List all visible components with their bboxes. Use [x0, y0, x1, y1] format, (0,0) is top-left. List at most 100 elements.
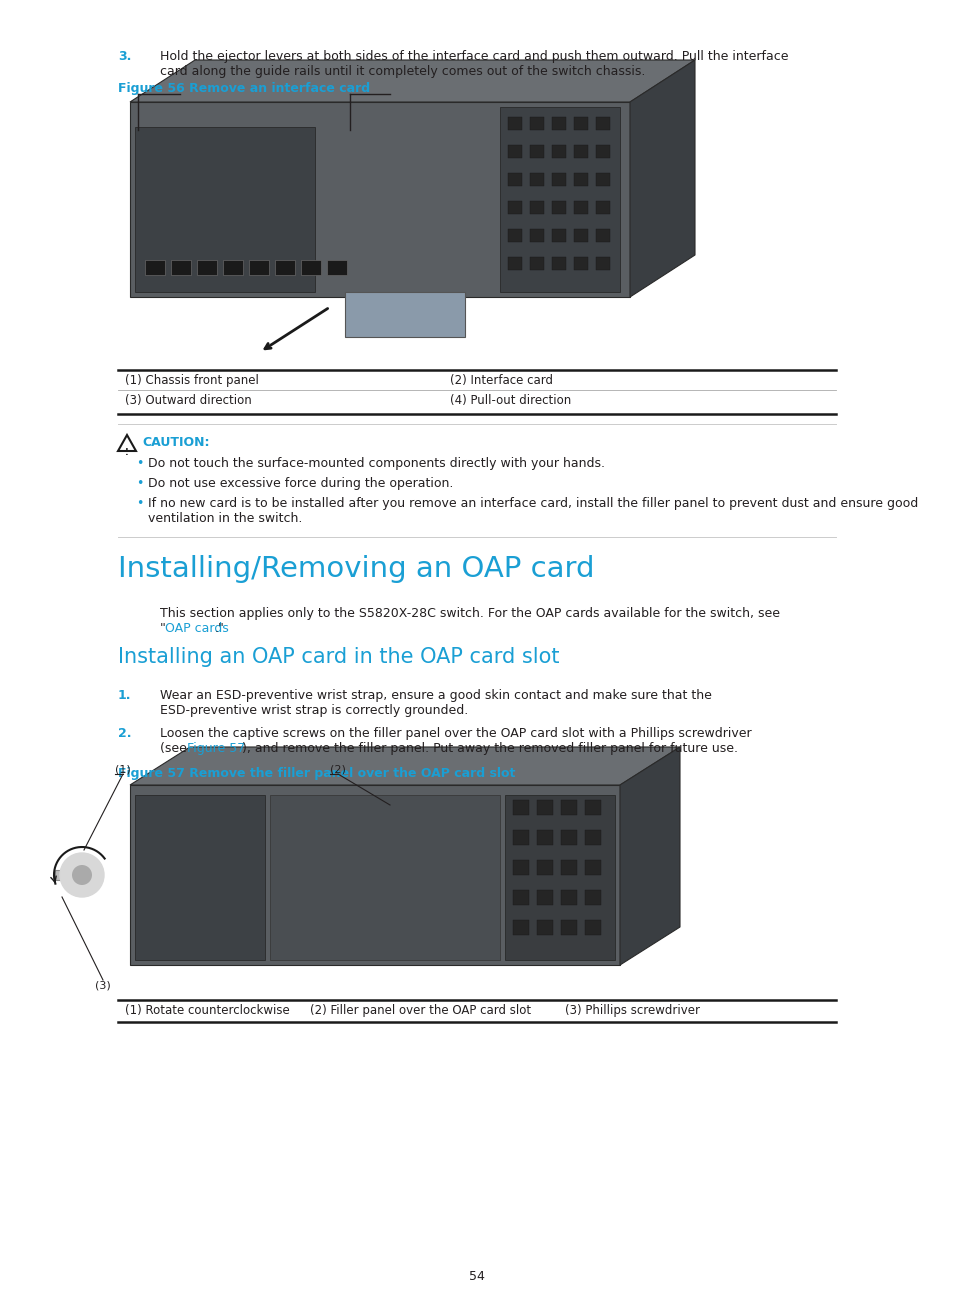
FancyBboxPatch shape — [552, 145, 565, 158]
Text: OAP cards: OAP cards — [165, 622, 229, 635]
Text: Figure 56 Remove an interface card: Figure 56 Remove an interface card — [118, 82, 370, 94]
FancyBboxPatch shape — [301, 260, 320, 276]
FancyBboxPatch shape — [504, 795, 615, 960]
Circle shape — [60, 853, 104, 897]
FancyBboxPatch shape — [584, 861, 600, 875]
FancyBboxPatch shape — [274, 260, 294, 276]
FancyBboxPatch shape — [552, 229, 565, 242]
Text: (1): (1) — [115, 765, 131, 775]
Text: Do not use excessive force during the operation.: Do not use excessive force during the op… — [148, 477, 453, 490]
Text: Figure 57 Remove the filler panel over the OAP card slot: Figure 57 Remove the filler panel over t… — [118, 767, 515, 780]
FancyBboxPatch shape — [135, 795, 265, 960]
Text: 3.: 3. — [118, 50, 132, 63]
Text: (3): (3) — [95, 980, 111, 990]
FancyBboxPatch shape — [560, 800, 577, 815]
FancyBboxPatch shape — [560, 829, 577, 845]
FancyBboxPatch shape — [507, 229, 521, 242]
FancyBboxPatch shape — [596, 173, 609, 186]
Text: If no new card is to be installed after you remove an interface card, install th: If no new card is to be installed after … — [148, 497, 918, 525]
Text: Figure 57: Figure 57 — [187, 741, 245, 754]
Text: (see: (see — [160, 741, 191, 754]
FancyBboxPatch shape — [596, 258, 609, 270]
FancyBboxPatch shape — [135, 127, 314, 292]
FancyBboxPatch shape — [530, 229, 543, 242]
FancyBboxPatch shape — [537, 800, 553, 815]
FancyBboxPatch shape — [560, 861, 577, 875]
Text: Hold the ejector levers at both sides of the interface card and push them outwar: Hold the ejector levers at both sides of… — [160, 50, 788, 63]
Text: Installing/Removing an OAP card: Installing/Removing an OAP card — [118, 555, 594, 584]
FancyBboxPatch shape — [560, 890, 577, 905]
Polygon shape — [629, 60, 695, 298]
FancyBboxPatch shape — [507, 201, 521, 214]
Text: (1) Chassis front panel: (1) Chassis front panel — [125, 374, 258, 387]
FancyBboxPatch shape — [537, 920, 553, 936]
FancyBboxPatch shape — [530, 116, 543, 129]
FancyBboxPatch shape — [530, 145, 543, 158]
FancyBboxPatch shape — [145, 260, 165, 276]
FancyBboxPatch shape — [584, 890, 600, 905]
Text: (2) Interface card: (2) Interface card — [450, 374, 553, 387]
FancyBboxPatch shape — [552, 116, 565, 129]
Text: (1) Rotate counterclockwise: (1) Rotate counterclockwise — [125, 1004, 290, 1017]
FancyBboxPatch shape — [574, 145, 587, 158]
FancyBboxPatch shape — [270, 795, 499, 960]
FancyBboxPatch shape — [537, 829, 553, 845]
Circle shape — [71, 864, 91, 885]
FancyBboxPatch shape — [552, 258, 565, 270]
Text: Installing an OAP card in the OAP card slot: Installing an OAP card in the OAP card s… — [118, 647, 558, 666]
FancyBboxPatch shape — [530, 201, 543, 214]
Text: This section applies only to the S5820X-28C switch. For the OAP cards available : This section applies only to the S5820X-… — [160, 607, 780, 620]
FancyBboxPatch shape — [327, 260, 347, 276]
FancyBboxPatch shape — [584, 920, 600, 936]
FancyBboxPatch shape — [584, 800, 600, 815]
Text: ), and remove the filler panel. Put away the removed filler panel for future use: ), and remove the filler panel. Put away… — [242, 741, 738, 754]
Text: Do not touch the surface-mounted components directly with your hands.: Do not touch the surface-mounted compone… — [148, 457, 604, 470]
FancyBboxPatch shape — [530, 173, 543, 186]
FancyBboxPatch shape — [574, 201, 587, 214]
FancyBboxPatch shape — [223, 260, 243, 276]
Polygon shape — [130, 102, 629, 298]
FancyBboxPatch shape — [513, 890, 529, 905]
FancyBboxPatch shape — [530, 258, 543, 270]
FancyBboxPatch shape — [574, 116, 587, 129]
FancyBboxPatch shape — [596, 201, 609, 214]
FancyBboxPatch shape — [552, 201, 565, 214]
Text: card along the guide rails until it completely comes out of the switch chassis.: card along the guide rails until it comp… — [160, 65, 644, 78]
Text: (2) Filler panel over the OAP card slot: (2) Filler panel over the OAP card slot — [310, 1004, 531, 1017]
Text: (3) Outward direction: (3) Outward direction — [125, 393, 252, 408]
FancyBboxPatch shape — [513, 861, 529, 875]
FancyBboxPatch shape — [596, 145, 609, 158]
FancyBboxPatch shape — [574, 229, 587, 242]
FancyBboxPatch shape — [574, 173, 587, 186]
Polygon shape — [619, 747, 679, 965]
FancyBboxPatch shape — [513, 829, 529, 845]
Polygon shape — [130, 785, 619, 965]
Polygon shape — [130, 747, 679, 785]
FancyBboxPatch shape — [345, 292, 464, 336]
Text: 1.: 1. — [118, 688, 132, 703]
FancyBboxPatch shape — [552, 173, 565, 186]
FancyBboxPatch shape — [574, 258, 587, 270]
FancyBboxPatch shape — [596, 229, 609, 242]
Text: (3) Phillips screwdriver: (3) Phillips screwdriver — [564, 1004, 700, 1017]
FancyBboxPatch shape — [507, 116, 521, 129]
Text: CAUTION:: CAUTION: — [142, 436, 210, 449]
Text: •: • — [136, 497, 143, 510]
FancyBboxPatch shape — [584, 829, 600, 845]
FancyBboxPatch shape — [537, 861, 553, 875]
FancyBboxPatch shape — [560, 920, 577, 936]
FancyBboxPatch shape — [507, 145, 521, 158]
Text: (2): (2) — [330, 765, 346, 775]
FancyBboxPatch shape — [507, 173, 521, 186]
Text: 2.: 2. — [118, 727, 132, 740]
FancyBboxPatch shape — [513, 800, 529, 815]
FancyBboxPatch shape — [196, 260, 216, 276]
Text: .": ." — [214, 622, 225, 635]
Text: •: • — [136, 477, 143, 490]
FancyBboxPatch shape — [596, 116, 609, 129]
Text: ESD-preventive wrist strap is correctly grounded.: ESD-preventive wrist strap is correctly … — [160, 704, 468, 717]
FancyBboxPatch shape — [55, 870, 80, 880]
Text: (4) Pull-out direction: (4) Pull-out direction — [450, 393, 571, 408]
FancyBboxPatch shape — [537, 890, 553, 905]
Text: 54: 54 — [469, 1269, 484, 1282]
